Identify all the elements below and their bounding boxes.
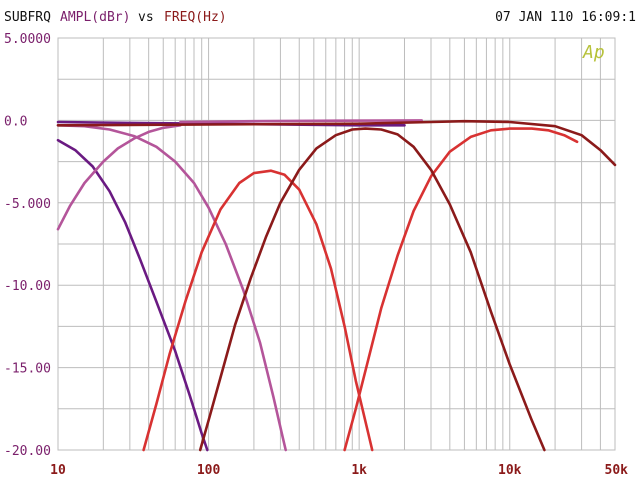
y-tick-label: 0.0 bbox=[4, 114, 27, 129]
response-curve-4 bbox=[56, 124, 182, 231]
plot-frame bbox=[57, 37, 616, 451]
header-timestamp: 07 JAN 110 16:09:1 bbox=[495, 10, 636, 25]
response-curve-1 bbox=[56, 138, 209, 452]
header-y-quantity: AMPL(dBr) bbox=[60, 10, 130, 25]
header-x-quantity: FREQ(Hz) bbox=[164, 10, 227, 25]
y-tick-label: 5.0000 bbox=[4, 32, 51, 47]
ap-logo: Ap bbox=[582, 42, 605, 63]
response-curve-8 bbox=[198, 127, 546, 452]
response-curve-5 bbox=[179, 119, 423, 124]
header-connector: vs bbox=[138, 10, 154, 25]
response-curve-7 bbox=[343, 127, 579, 452]
y-tick-label: -10.00 bbox=[4, 279, 51, 294]
header-title-prefix: SUBFRQ bbox=[4, 10, 51, 25]
x-tick-labels: 10 100 1k 10k 50k bbox=[50, 463, 628, 478]
grid bbox=[57, 37, 616, 451]
x-tick-label: 100 bbox=[197, 463, 221, 478]
y-tick-label: -5.000 bbox=[4, 197, 51, 212]
x-tick-label: 10k bbox=[498, 463, 522, 478]
y-tick-label: -20.00 bbox=[4, 444, 51, 459]
response-curve-3 bbox=[56, 124, 287, 452]
x-tick-label: 50k bbox=[605, 463, 629, 478]
x-tick-label: 10 bbox=[50, 463, 66, 478]
curves bbox=[56, 119, 617, 452]
y-tick-labels: 5.0000 0.0 -5.000 -10.00 -15.00 -20.00 bbox=[4, 32, 51, 459]
response-curve-6 bbox=[142, 169, 374, 452]
y-tick-label: -15.00 bbox=[4, 362, 51, 377]
x-tick-label: 1k bbox=[351, 463, 367, 478]
response-curve-9 bbox=[56, 119, 617, 167]
